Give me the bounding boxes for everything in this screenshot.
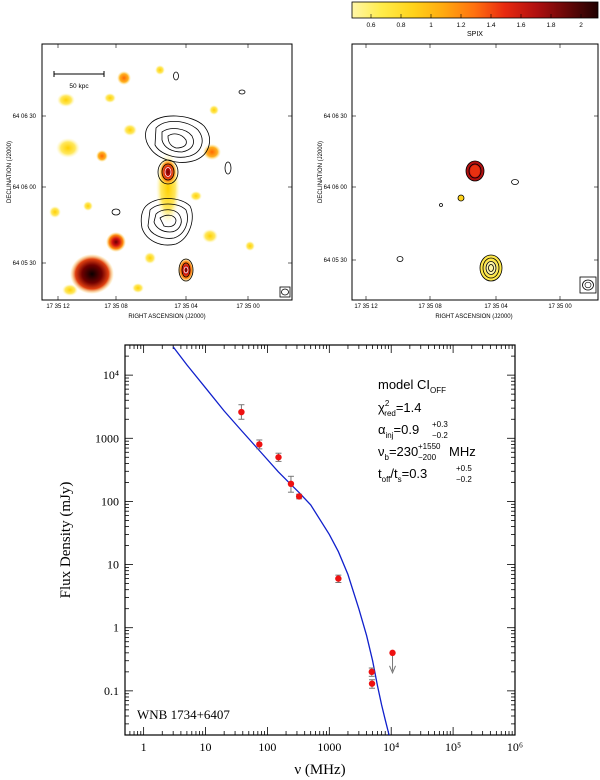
plot-ylabel: Flux Density (mJy) bbox=[58, 482, 74, 599]
plot-ytick-label: 10 bbox=[107, 558, 119, 572]
plot-xtick-label: 1000 bbox=[317, 740, 341, 754]
plot-ticks bbox=[124, 344, 516, 736]
xtick-label: 17 35 00 bbox=[548, 304, 572, 310]
chi-annotation: χ2 red=1.4 bbox=[378, 399, 422, 418]
ytick-label: 64 05 30 bbox=[324, 258, 348, 264]
colorbar-label: SPIX bbox=[467, 31, 483, 38]
panel-left-ticks bbox=[42, 44, 292, 300]
scalebar-label: 50 kpc bbox=[69, 83, 89, 90]
nu-upper-error: +1550 bbox=[418, 442, 441, 451]
data-point bbox=[295, 493, 303, 500]
plot-ytick-label: 10⁴ bbox=[103, 368, 119, 382]
panel-left-inner-contours bbox=[164, 167, 189, 274]
source-name: WNB 1734+6407 bbox=[137, 707, 230, 722]
xtick-label: 17 35 12 bbox=[46, 304, 70, 310]
panel-left-spix-map: 50 kpc 64 06 30 64 06 00 64 05 30 17 35 … bbox=[7, 43, 293, 320]
beam-icon bbox=[579, 276, 597, 294]
upper-limit-point bbox=[389, 649, 396, 657]
xtick-label: 17 35 04 bbox=[484, 304, 508, 310]
upper-limit-arrowhead bbox=[389, 665, 396, 675]
data-point bbox=[368, 680, 376, 687]
panel-left-ylabel: DECLINATION (J2000) bbox=[7, 141, 13, 203]
data-point bbox=[256, 441, 263, 448]
nu-unit: MHz bbox=[449, 444, 476, 459]
plot-ytick-label: 0.1 bbox=[104, 684, 119, 698]
ytick-label: 64 06 00 bbox=[324, 185, 348, 191]
colorbar-ticks: 0.6 0.8 1 1.2 1.4 1.6 1.8 2 bbox=[366, 14, 583, 29]
model-annotation: model CIOFF bbox=[378, 377, 446, 395]
panel-right-contours bbox=[396, 160, 519, 282]
plot-xtick-label: 10⁵ bbox=[445, 740, 461, 754]
alpha-annotation: αinj=0.9 bbox=[378, 422, 419, 440]
colorbar-tick-label: 0.8 bbox=[396, 22, 405, 29]
ytick-label: 64 05 30 bbox=[13, 261, 37, 267]
t-lower-error: −0.2 bbox=[456, 475, 472, 484]
nu-lower-error: −200 bbox=[418, 453, 437, 462]
xtick-label: 17 35 04 bbox=[174, 304, 198, 310]
plot-ytick-label: 1000 bbox=[95, 431, 119, 445]
panel-left-contours bbox=[111, 71, 246, 282]
plot-ytick-label: 100 bbox=[101, 494, 119, 508]
colorbar-tick-label: 1.6 bbox=[516, 22, 525, 29]
upper-limits bbox=[389, 649, 396, 675]
data-point bbox=[287, 480, 295, 488]
plot-xlabel: ν (MHz) bbox=[294, 762, 345, 778]
fit-parameters: model CIOFF χ2 red=1.4 αinj=0.9 +0.3 −0.2… bbox=[378, 377, 476, 484]
data-point bbox=[275, 454, 282, 461]
plot-xtick-label: 1 bbox=[141, 740, 147, 754]
alpha-lower-error: −0.2 bbox=[432, 431, 448, 440]
panel-left-frame bbox=[41, 43, 293, 301]
colorbar-tick-label: 2 bbox=[579, 22, 583, 29]
panel-right-xlabel: RIGHT ASCENSION (J2000) bbox=[435, 314, 512, 320]
colorbar-tick-label: 1.4 bbox=[486, 22, 495, 29]
model-curve bbox=[172, 346, 390, 736]
ytick-label: 64 06 00 bbox=[13, 185, 37, 191]
xtick-label: 17 35 00 bbox=[236, 304, 260, 310]
panel-right-spix-map: 64 06 30 64 06 00 64 05 30 17 35 12 17 3… bbox=[318, 43, 599, 320]
t-annotation: toff/ts=0.3 bbox=[378, 466, 427, 484]
panel-right-ticks bbox=[352, 44, 598, 300]
xtick-label: 17 35 08 bbox=[418, 304, 442, 310]
colorbar-tick-label: 1.8 bbox=[546, 22, 555, 29]
colorbar-tick-label: 1 bbox=[429, 22, 433, 29]
plot-xtick-label: 10⁶ bbox=[507, 740, 523, 754]
panel-left-emission bbox=[49, 65, 255, 296]
panel-right-ylabel: DECLINATION (J2000) bbox=[318, 141, 324, 203]
xtick-label: 17 35 12 bbox=[354, 304, 378, 310]
panel-left-xlabel: RIGHT ASCENSION (J2000) bbox=[128, 314, 205, 320]
beam-icon bbox=[279, 286, 291, 298]
spectrum-plot: 1 10 100 1000 10⁴ 10⁵ 10⁶ 0.1 1 10 100 1000 10⁴ ν (… bbox=[58, 344, 523, 778]
plot-xtick-label: 100 bbox=[258, 740, 276, 754]
colorbar-tick-label: 1.2 bbox=[456, 22, 465, 29]
spix-colorbar: 0.6 0.8 1 1.2 1.4 1.6 1.8 2 SPIX bbox=[351, 1, 599, 38]
xtick-label: 17 35 08 bbox=[104, 304, 128, 310]
nu-annotation: νb=230 bbox=[378, 444, 418, 462]
panel-right-frame bbox=[351, 43, 599, 301]
plot-xtick-label: 10⁴ bbox=[383, 740, 399, 754]
colorbar-gradient bbox=[351, 1, 599, 19]
data-point bbox=[335, 575, 342, 582]
plot-xtick-label: 10 bbox=[200, 740, 212, 754]
alpha-upper-error: +0.3 bbox=[432, 420, 448, 429]
data-point bbox=[368, 668, 375, 676]
t-upper-error: +0.5 bbox=[456, 464, 472, 473]
ytick-label: 64 06 30 bbox=[13, 114, 37, 120]
data-point bbox=[238, 408, 245, 416]
plot-frame bbox=[124, 344, 516, 736]
plot-ytick-label: 1 bbox=[113, 621, 119, 635]
colorbar-tick-label: 0.6 bbox=[366, 22, 375, 29]
ytick-label: 64 06 30 bbox=[324, 114, 348, 120]
data-points bbox=[238, 408, 376, 687]
plot-xtick-labels: 1 10 100 1000 10⁴ 10⁵ 10⁶ bbox=[141, 740, 523, 754]
plot-ytick-labels: 0.1 1 10 100 1000 10⁴ bbox=[95, 368, 119, 698]
